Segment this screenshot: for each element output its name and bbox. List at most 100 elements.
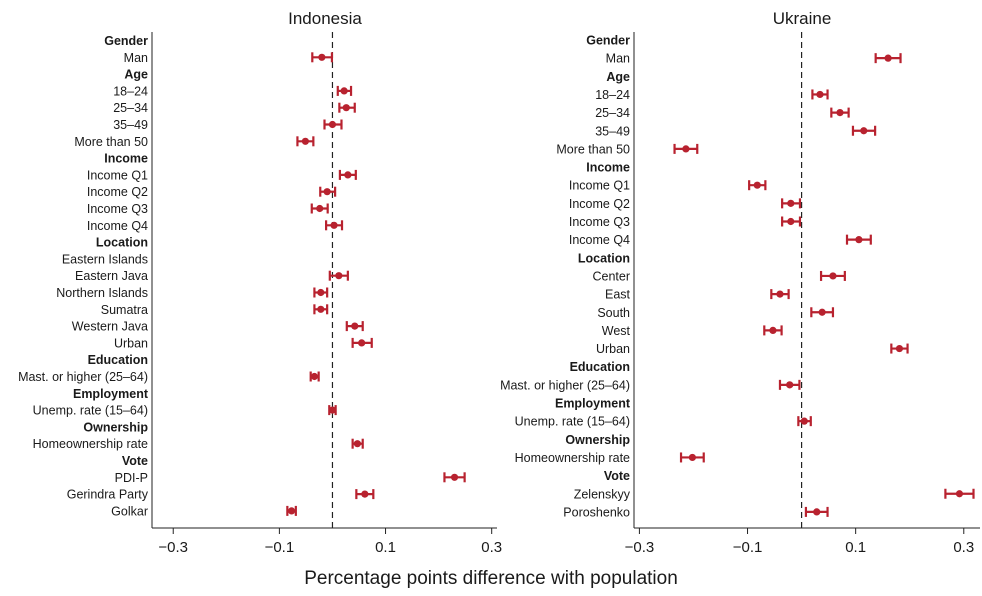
indonesia-point bbox=[342, 104, 350, 112]
indonesia-row-label: Income Q3 bbox=[87, 202, 148, 216]
ukraine-point bbox=[688, 453, 696, 462]
ukraine-point bbox=[786, 381, 794, 389]
ukraine-row-label: Income Q1 bbox=[569, 179, 630, 193]
ukraine-panel: Ukraine −0.3 −0.1 0.1 0.3 Gender Man Age 18–24 25… bbox=[500, 9, 980, 556]
indonesia-row-label: Urban bbox=[114, 336, 148, 350]
ukraine-point bbox=[813, 508, 821, 516]
ukraine-group-header: Vote bbox=[604, 469, 630, 483]
ukraine-point bbox=[776, 290, 784, 298]
indonesia-row-label: Unemp. rate (15–64) bbox=[33, 404, 148, 418]
indonesia-panel: Indonesia −0.3 −0.1 0.1 0.3 Gender Man Age 18–24… bbox=[18, 9, 502, 556]
indonesia-point bbox=[328, 120, 337, 129]
indonesia-point bbox=[310, 372, 319, 381]
ukraine-row-label: Center bbox=[592, 269, 630, 283]
indonesia-row-label: PDI-P bbox=[115, 471, 148, 485]
indonesia-group-header: Education bbox=[88, 353, 148, 367]
ukraine-point bbox=[895, 344, 904, 353]
indonesia-panel-title: Indonesia bbox=[288, 9, 362, 28]
indonesia-row-label: Eastern Java bbox=[75, 269, 148, 283]
ukraine-group-header: Income bbox=[586, 161, 630, 175]
ukraine-point bbox=[884, 54, 892, 62]
indonesia-x-tick-label: −0.3 bbox=[158, 539, 188, 556]
ukraine-x-tick-label: −0.1 bbox=[733, 539, 763, 556]
indonesia-x-tick-label: 0.1 bbox=[375, 539, 396, 556]
x-axis-title: Percentage points difference with popula… bbox=[304, 568, 678, 589]
ukraine-row-label: Man bbox=[606, 52, 630, 66]
indonesia-point bbox=[328, 406, 337, 414]
ukraine-row-label: 25–34 bbox=[595, 106, 630, 120]
ukraine-point bbox=[855, 236, 863, 244]
indonesia-row-label: Homeownership rate bbox=[33, 437, 148, 451]
indonesia-point bbox=[287, 507, 296, 515]
indonesia-x-tick-label: 0.3 bbox=[481, 539, 502, 556]
indonesia-group-header: Employment bbox=[73, 387, 149, 401]
indonesia-row-label: Income Q1 bbox=[87, 168, 148, 182]
ukraine-point bbox=[836, 109, 844, 117]
indonesia-row-label: Eastern Islands bbox=[62, 252, 148, 266]
indonesia-group-header: Gender bbox=[104, 34, 148, 48]
ukraine-row-label: Mast. or higher (25–64) bbox=[500, 378, 630, 392]
indonesia-row-label: Gerindra Party bbox=[67, 488, 149, 502]
ukraine-row-label: West bbox=[602, 324, 631, 338]
ukraine-group-header: Location bbox=[578, 251, 630, 265]
ukraine-panel-title: Ukraine bbox=[773, 9, 832, 28]
ukraine-group-header: Employment bbox=[555, 397, 631, 411]
ukraine-group-header: Gender bbox=[586, 34, 630, 48]
indonesia-group-header: Income bbox=[104, 152, 148, 166]
indonesia-row-label: Income Q4 bbox=[87, 219, 148, 233]
indonesia-row-label: 25–34 bbox=[113, 101, 148, 115]
ukraine-point bbox=[955, 490, 964, 498]
indonesia-point bbox=[316, 204, 324, 213]
ukraine-row-label: Urban bbox=[596, 342, 630, 356]
indonesia-x-tick-label: −0.1 bbox=[265, 539, 295, 556]
indonesia-row-label: Western Java bbox=[72, 320, 148, 334]
indonesia-row-label: More than 50 bbox=[74, 135, 148, 149]
ukraine-point bbox=[787, 199, 795, 207]
indonesia-point bbox=[301, 137, 309, 145]
indonesia-point bbox=[450, 473, 459, 481]
indonesia-point bbox=[358, 339, 366, 347]
ukraine-row-label: Unemp. rate (15–64) bbox=[515, 415, 630, 429]
indonesia-row-label: Sumatra bbox=[101, 303, 148, 317]
indonesia-point bbox=[361, 490, 369, 498]
indonesia-point bbox=[317, 288, 325, 297]
indonesia-group-header: Vote bbox=[122, 454, 148, 468]
ukraine-row-label: Zelenskyy bbox=[574, 487, 631, 501]
ukraine-row-label: Poroshenko bbox=[563, 505, 630, 519]
ukraine-row-label: 35–49 bbox=[595, 124, 630, 138]
indonesia-point bbox=[353, 440, 362, 448]
ukraine-group-header: Age bbox=[606, 70, 630, 84]
ukraine-x-tick-label: 0.3 bbox=[953, 539, 974, 556]
ukraine-point bbox=[682, 145, 690, 153]
ukraine-x-tick-label: −0.3 bbox=[625, 539, 655, 556]
indonesia-row-label: Man bbox=[124, 51, 148, 65]
indonesia-point bbox=[318, 53, 326, 61]
indonesia-group-header: Age bbox=[124, 68, 148, 82]
indonesia-row-label: Income Q2 bbox=[87, 185, 148, 199]
indonesia-point bbox=[317, 305, 325, 313]
indonesia-row-label: Golkar bbox=[111, 504, 148, 518]
ukraine-point bbox=[800, 417, 808, 425]
indonesia-point bbox=[330, 221, 338, 229]
indonesia-row-label: 18–24 bbox=[113, 84, 148, 98]
indonesia-point bbox=[323, 188, 331, 196]
indonesia-point bbox=[351, 322, 359, 330]
ukraine-row-label: South bbox=[597, 306, 630, 320]
ukraine-row-label: More than 50 bbox=[556, 142, 630, 156]
ukraine-x-tick-label: 0.1 bbox=[845, 539, 866, 556]
indonesia-row-label: Mast. or higher (25–64) bbox=[18, 370, 148, 384]
ukraine-point bbox=[860, 127, 868, 135]
indonesia-row-label: 35–49 bbox=[113, 118, 148, 132]
ukraine-group-header: Ownership bbox=[565, 433, 630, 447]
indonesia-point bbox=[335, 272, 343, 280]
indonesia-group-header: Location bbox=[96, 236, 148, 250]
indonesia-row-label: Northern Islands bbox=[56, 286, 148, 300]
ukraine-point bbox=[829, 272, 837, 280]
indonesia-point bbox=[340, 87, 348, 95]
ukraine-point bbox=[787, 217, 795, 226]
ukraine-row-label: Income Q4 bbox=[569, 233, 630, 247]
ukraine-point bbox=[753, 181, 761, 189]
ukraine-row-label: Homeownership rate bbox=[515, 451, 630, 465]
ukraine-row-label: Income Q3 bbox=[569, 215, 630, 229]
